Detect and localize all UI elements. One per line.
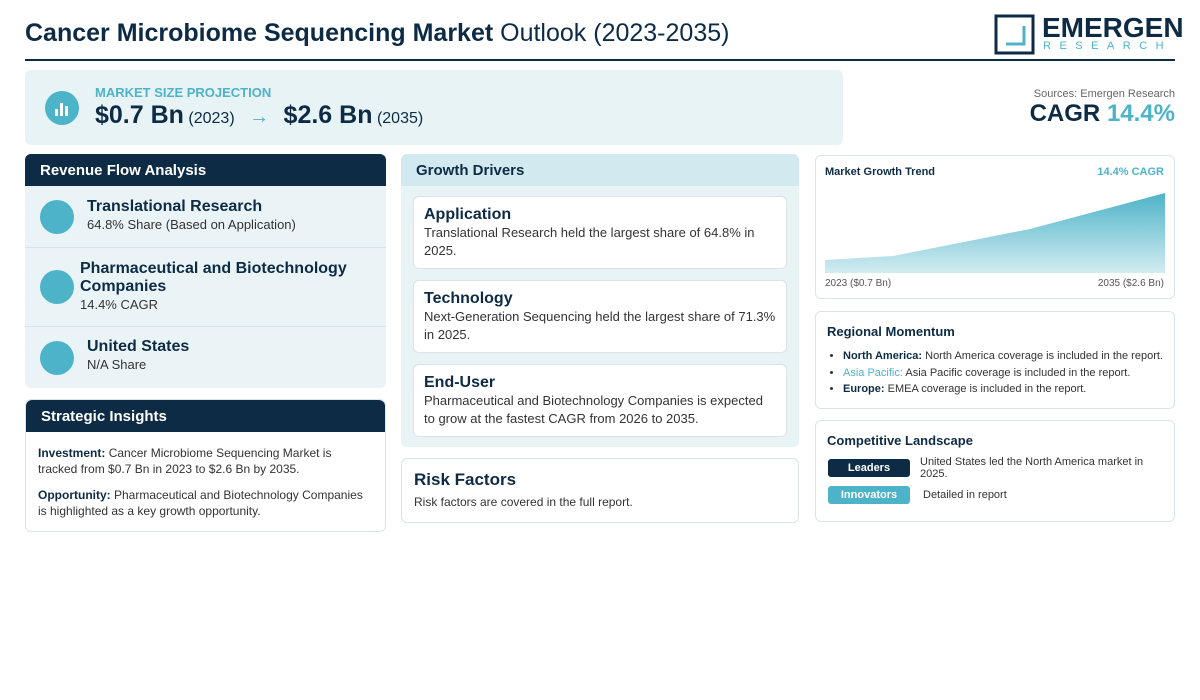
region-text: North America coverage is included in th… <box>925 350 1163 362</box>
drivers-title: Growth Drivers <box>401 154 799 186</box>
title-rest: Outlook (2023-2035) <box>500 19 730 47</box>
region-name: Asia Pacific: <box>843 366 903 379</box>
revenue-name: Translational Research <box>87 198 263 215</box>
driver-text: Pharmaceutical and Biotechnology Compani… <box>424 393 763 426</box>
region-text: Asia Pacific coverage is included in the… <box>905 366 1131 379</box>
insight: Opportunity: Pharmaceutical and Biotechn… <box>38 487 373 519</box>
driver-card: Technology Next-Generation Sequencing hel… <box>413 280 787 353</box>
region-text: EMEA coverage is included in the report. <box>887 383 1087 395</box>
cagr-label: CAGR <box>1029 100 1101 127</box>
competitive-text: Detailed in report <box>923 489 1007 501</box>
insight-text: Pharmaceutical and Biotechnology Compani… <box>38 488 363 518</box>
title-rule <box>25 59 1175 61</box>
end-value: $2.6 Bn <box>283 101 373 129</box>
title: Cancer Microbiome Sequencing Market Outl… <box>25 19 729 48</box>
driver-card: End-User Pharmaceutical and Biotechnology… <box>413 364 787 437</box>
revenue-item: United States N/A Share <box>25 327 386 388</box>
revenue-icon <box>40 270 74 304</box>
insight-label: Opportunity: <box>38 488 111 502</box>
revenue-item: Pharmaceutical and Biotechnology Compani… <box>25 248 386 327</box>
revenue-item: Translational Research 64.8% Share (Based… <box>25 186 386 248</box>
insight: Investment: Cancer Microbiome Sequencing… <box>38 445 373 477</box>
trend-title: Market Growth Trend <box>825 166 936 178</box>
growth-drivers: Growth Drivers Application Translational … <box>401 154 799 447</box>
risk-text: Risk factors are covered in the full rep… <box>414 495 633 509</box>
revenue-detail: N/A Share <box>87 357 147 372</box>
cagr-value: 14.4% <box>1106 100 1175 127</box>
projection-label: MARKET SIZE PROJECTION <box>95 85 272 100</box>
driver-text: Translational Research held the largest … <box>424 225 755 258</box>
driver-title: End-User <box>424 374 496 391</box>
trend-badge: 14.4% CAGR <box>1097 166 1164 178</box>
revenue-title: Revenue Flow Analysis <box>25 154 386 186</box>
trend-end: 2035 ($2.6 Bn) <box>1097 278 1164 289</box>
strategic-insights: Strategic Insights Investment: Cancer Mi… <box>25 399 386 532</box>
risk-title: Risk Factors <box>414 470 517 489</box>
growth-trend: Market Growth Trend 14.4% CAGR 2023 ($0.… <box>815 155 1175 299</box>
competitive-landscape: Competitive Landscape Leaders United Sta… <box>815 420 1175 522</box>
insight-text: Cancer Microbiome Sequencing Market is t… <box>38 446 332 476</box>
leaders-tag: Leaders <box>828 459 910 477</box>
regional-momentum: Regional Momentum North America: North A… <box>815 311 1175 409</box>
cagr: CAGR 14.4% <box>1030 100 1175 128</box>
driver-title: Technology <box>424 290 513 307</box>
regional-title: Regional Momentum <box>827 324 955 339</box>
projection-icon <box>45 91 79 125</box>
title-bold: Cancer Microbiome Sequencing Market <box>25 19 494 47</box>
competitive-title: Competitive Landscape <box>827 433 973 448</box>
revenue-flow: Revenue Flow Analysis Translational Rese… <box>25 154 386 388</box>
revenue-detail: 64.8% Share (Based on Application) <box>87 217 296 232</box>
insight-label: Investment: <box>38 446 106 460</box>
logo-icon <box>994 14 1035 55</box>
revenue-icon <box>40 341 74 375</box>
risk-factors: Risk Factors Risk factors are covered in… <box>401 458 799 523</box>
arrow: → <box>249 106 270 128</box>
start-value: $0.7 Bn <box>95 101 184 129</box>
innovators-tag: Innovators <box>828 486 910 504</box>
driver-text: Next-Generation Sequencing held the larg… <box>424 309 776 342</box>
competitive-text: United States led the North America mark… <box>920 456 1144 480</box>
driver-title: Application <box>424 206 512 223</box>
source: Sources: Emergen Research <box>1033 88 1175 100</box>
logo-name: EMERGEN <box>1042 12 1184 43</box>
region-name: Europe: <box>843 383 885 395</box>
revenue-name: Pharmaceutical and Biotechnology Compani… <box>80 260 347 295</box>
driver-card: Application Translational Research held t… <box>413 196 787 269</box>
revenue-name: United States <box>87 338 190 355</box>
trend-start: 2023 ($0.7 Bn) <box>825 278 892 289</box>
trend-area <box>825 193 1165 273</box>
region-item: North America: North America coverage is… <box>843 348 1172 365</box>
logo-sub: RESEARCH <box>1043 40 1173 52</box>
revenue-icon <box>40 200 74 234</box>
start-year: (2023) <box>188 110 235 127</box>
end-year: (2035) <box>376 110 424 127</box>
insights-title: Strategic Insights <box>26 400 385 432</box>
projection-values: $0.7 Bn (2023) → $2.6 Bn (2035) <box>95 101 423 130</box>
projection-box: MARKET SIZE PROJECTION $0.7 Bn (2023) → … <box>25 70 843 145</box>
region-name: North America: <box>843 350 923 362</box>
regional-list: North America: North America coverage is… <box>827 348 1172 398</box>
region-item: Europe: EMEA coverage is included in the… <box>843 381 1172 398</box>
region-item: Asia Pacific: Asia Pacific coverage is i… <box>843 365 1172 382</box>
revenue-detail: 14.4% CAGR <box>80 297 159 312</box>
